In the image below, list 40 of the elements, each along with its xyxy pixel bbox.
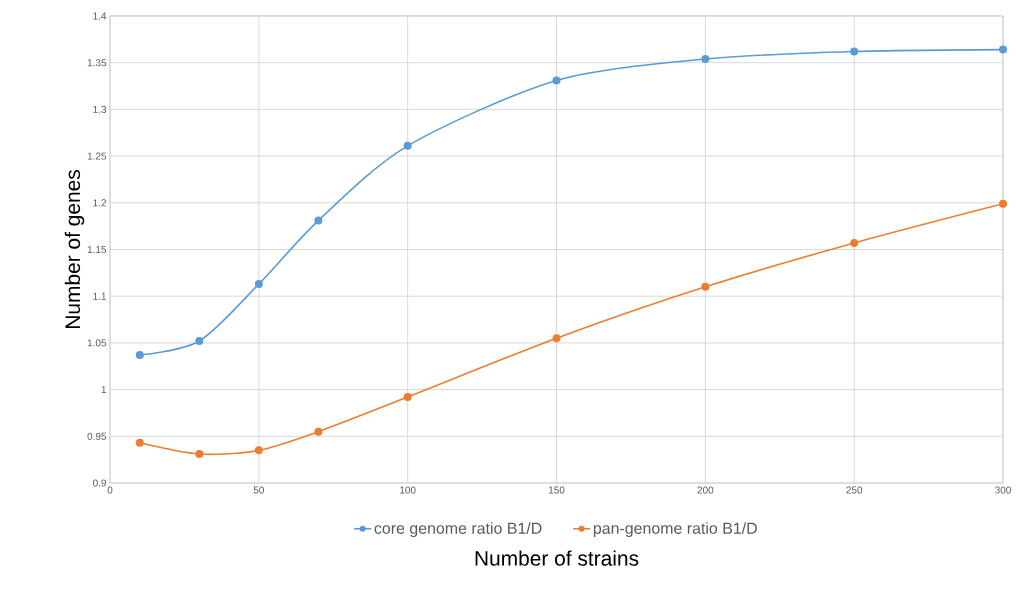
x-tick-label: 300 xyxy=(995,486,1011,494)
y-tick-label: 0.9 xyxy=(93,479,107,487)
y-tick-label: 1.3 xyxy=(93,105,107,113)
point xyxy=(850,47,859,56)
y-tick-label: 1.25 xyxy=(87,152,107,160)
y-tick-label: 1.4 xyxy=(93,12,107,20)
point xyxy=(850,238,859,247)
x-tick-label: 50 xyxy=(253,486,264,494)
point xyxy=(552,334,561,343)
y-tick-label: 1.15 xyxy=(87,246,107,253)
point xyxy=(403,141,412,150)
y-tick-label: 1.2 xyxy=(93,199,106,207)
point xyxy=(701,282,710,291)
x-tick-label: 0 xyxy=(107,486,113,494)
point xyxy=(135,351,144,360)
x-axis-title: Number of strains xyxy=(475,550,639,566)
x-tick-label: 150 xyxy=(548,486,565,494)
point xyxy=(403,393,412,402)
point xyxy=(195,337,204,346)
y-tick-label: 1.35 xyxy=(87,59,107,67)
point xyxy=(135,438,144,447)
point xyxy=(999,199,1008,208)
x-tick-label: 200 xyxy=(697,486,714,494)
legend-label: pan-genome ratio B1/D xyxy=(593,522,757,538)
y-tick-label: 1 xyxy=(101,386,106,394)
y-axis-title: Number of genes xyxy=(64,170,85,329)
point xyxy=(999,45,1008,54)
y-tick-label: 1.05 xyxy=(87,339,107,347)
point xyxy=(314,427,323,436)
x-tick-label: 100 xyxy=(400,486,416,494)
point xyxy=(552,76,561,85)
point xyxy=(254,280,263,289)
y-tick-label: 0.95 xyxy=(87,432,107,440)
y-tick-label: 1.1 xyxy=(93,292,106,300)
x-tick-label: 250 xyxy=(846,486,863,494)
point xyxy=(195,450,204,459)
point xyxy=(254,446,263,455)
point xyxy=(314,216,323,225)
legend-label: core genome ratio B1/D xyxy=(374,522,542,538)
point xyxy=(701,54,710,63)
